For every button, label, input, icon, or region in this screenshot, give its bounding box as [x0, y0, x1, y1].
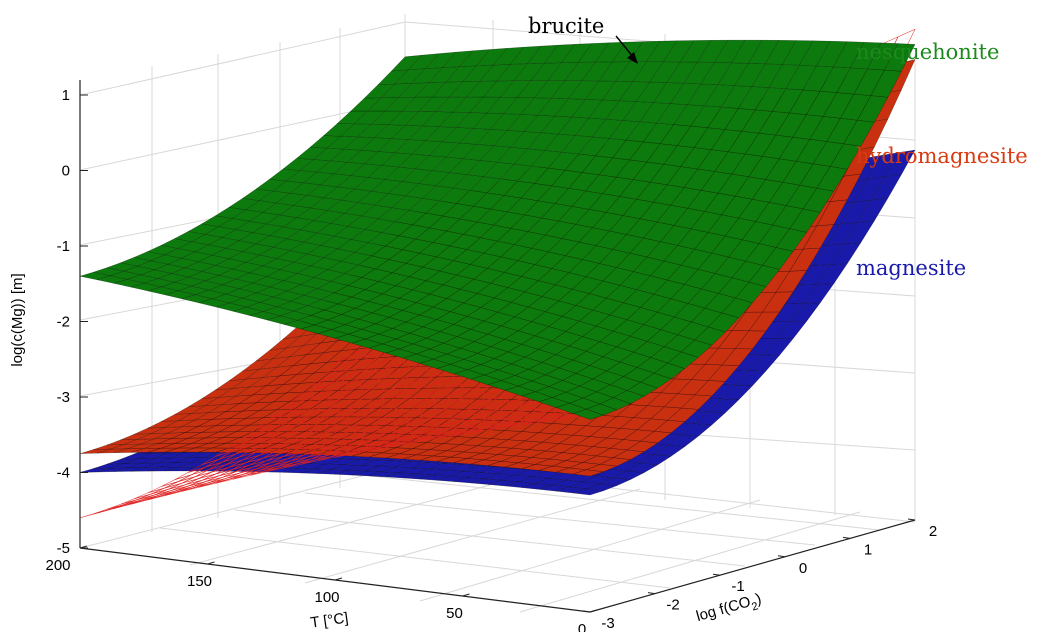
label-hydromagnesite: hydromagnesite — [856, 144, 1028, 168]
y-tick-label: -3 — [601, 615, 614, 632]
x-tick — [207, 561, 215, 565]
y-tick — [582, 610, 591, 613]
y-axis-label: log f(CO2) — [694, 590, 764, 629]
surfaces — [79, 28, 916, 519]
y-tick — [712, 573, 721, 576]
x-axis-label: T [°C] — [309, 609, 349, 631]
x-tick-label: 100 — [314, 589, 339, 606]
z-tick-label: 1 — [62, 87, 70, 104]
x-tick — [334, 577, 343, 581]
surface-cell — [884, 43, 916, 72]
y-tick-label: -2 — [666, 597, 679, 614]
brucite-arrow — [615, 35, 638, 64]
z-tick-label: -5 — [57, 540, 70, 557]
z-tick-label: -4 — [57, 465, 70, 482]
y-tick — [777, 555, 786, 558]
tick-marks — [79, 94, 916, 613]
surface-nesquehonite — [79, 39, 916, 420]
x-tick — [589, 609, 598, 613]
label-magnesite: magnesite — [856, 256, 967, 280]
x-tick — [462, 593, 470, 597]
label-brucite: brucite — [528, 14, 605, 38]
x-tick-label: 200 — [45, 557, 70, 574]
y-tick-label: 0 — [799, 560, 807, 577]
y-tick-label: 1 — [864, 541, 872, 558]
z-tick-label: -3 — [57, 389, 70, 406]
z-tick-label: -2 — [57, 314, 70, 331]
x-tick-label: 150 — [187, 573, 212, 590]
x-tick-label: 50 — [446, 605, 463, 622]
surface-cell — [884, 149, 916, 178]
z-tick-label: -1 — [57, 238, 70, 255]
label-nesquehonite: nesquehonite — [856, 40, 1000, 64]
z-axis-label: log(c(Mg)) [m] — [9, 273, 26, 366]
x-tick — [79, 545, 88, 549]
y-tick — [907, 518, 916, 521]
x-tick-label: 0 — [578, 621, 586, 632]
y-tick-label: 2 — [929, 523, 937, 540]
y-tick — [842, 536, 851, 539]
y-tick-label: -1 — [731, 578, 744, 595]
y-tick — [647, 592, 656, 595]
z-tick-label: 0 — [62, 163, 70, 180]
